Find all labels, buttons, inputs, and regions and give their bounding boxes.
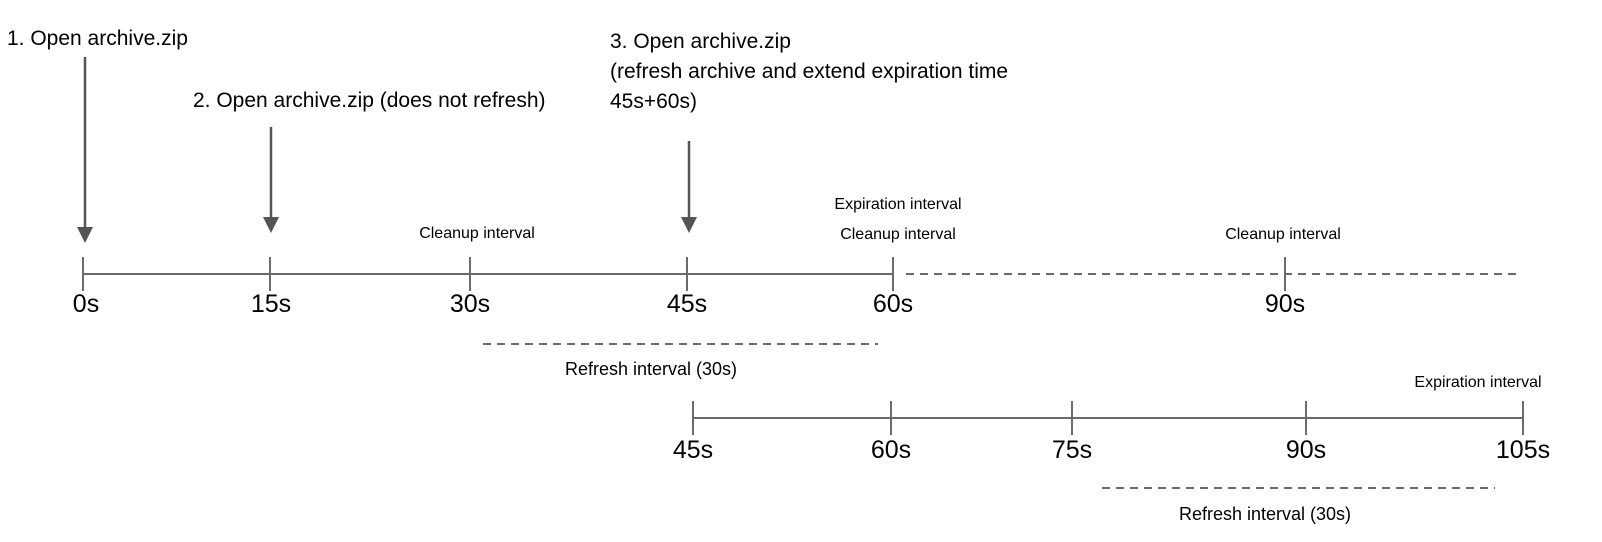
main-timeline-dashed-extension [906,257,1520,291]
event-label-open-3: 3. Open archive.zip (refresh archive and… [610,27,1008,117]
refresh-interval-label-2: Refresh interval (30s) [1178,504,1352,524]
extended-timeline-axis [692,401,1524,435]
ext-tick-label-105s: 105s [1495,436,1551,464]
event-label-open-3-line3: 45s+60s) [610,90,697,113]
ext-tick-label-90s: 90s [1285,436,1327,464]
main-timeline-axis [82,257,894,291]
refresh-interval-label-1: Refresh interval (30s) [564,359,738,379]
event-arrow-1 [77,57,93,243]
cleanup-interval-label-60s: Cleanup interval [840,226,956,243]
ext-tick-label-60s: 60s [870,436,912,464]
main-tick-label-15s: 15s [250,290,292,318]
ext-tick-label-45s: 45s [672,436,714,464]
event-label-open-1: 1. Open archive.zip [7,27,188,50]
main-tick-label-30s: 30s [449,290,491,318]
main-tick-label-0s: 0s [72,290,100,318]
cleanup-interval-label-90s: Cleanup interval [1225,226,1341,243]
main-tick-label-90s: 90s [1264,290,1306,318]
event-label-open-2: 2. Open archive.zip (does not refresh) [193,89,546,112]
main-tick-label-45s: 45s [666,290,708,318]
main-tick-label-60s: 60s [872,290,914,318]
event-arrow-2 [263,127,279,233]
cleanup-interval-label-30s: Cleanup interval [419,225,535,242]
event-label-open-3-line2: (refresh archive and extend expiration t… [610,60,1009,83]
ext-tick-label-75s: 75s [1051,436,1093,464]
event-label-open-3-line1: 3. Open archive.zip [610,30,791,53]
expiration-interval-label-105s: Expiration interval [1414,374,1542,391]
event-arrow-3 [681,141,697,233]
expiration-interval-label-60s: Expiration interval [834,196,962,213]
